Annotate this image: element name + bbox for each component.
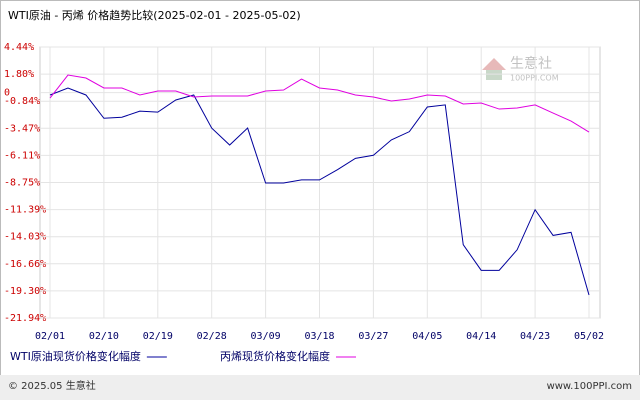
watermark-logo (482, 58, 506, 70)
y-tick-label: 0 (4, 88, 10, 99)
x-tick-label: 03/09 (251, 331, 281, 342)
series-line (49, 74, 590, 133)
y-tick-label: -16.66% (4, 259, 46, 270)
y-tick-label: -19.30% (4, 286, 46, 297)
x-tick-label: 02/10 (89, 331, 119, 342)
footer-left: © 2025.05 生意社 (8, 379, 96, 392)
x-tick-label: 03/27 (358, 331, 388, 342)
footer-bar (0, 375, 640, 400)
x-tick-label: 02/01 (35, 331, 65, 342)
footer-right: www.100PPI.com (547, 381, 632, 392)
y-tick-label: -14.03% (4, 232, 46, 243)
legend-label: WTI原油现货价格变化幅度 (10, 349, 141, 363)
y-tick-label: 4.44% (4, 42, 34, 53)
y-tick-label: -0.84% (4, 96, 40, 107)
x-tick-label: 02/19 (143, 331, 173, 342)
x-tick-label: 03/18 (304, 331, 334, 342)
x-tick-label: 02/28 (197, 331, 227, 342)
y-tick-label: -21.94% (4, 313, 46, 324)
y-tick-label: -6.11% (4, 150, 40, 161)
legend-label: 丙烯现货价格变化幅度 (220, 349, 330, 363)
watermark-name: 生意社 (510, 55, 552, 72)
series-line (49, 87, 590, 296)
x-tick-label: 05/02 (574, 331, 604, 342)
y-tick-label: -11.39% (4, 205, 46, 216)
watermark: 生意社 100PPI.COM (482, 55, 559, 83)
x-tick-label: 04/14 (466, 331, 496, 342)
y-tick-label: -3.47% (4, 123, 40, 134)
watermark-logo (486, 70, 502, 80)
x-tick-label: 04/05 (412, 331, 442, 342)
y-tick-label: 1.80% (4, 69, 34, 80)
y-tick-label: -8.75% (4, 178, 40, 189)
watermark-url: 100PPI.COM (510, 74, 559, 83)
x-tick-label: 04/23 (520, 331, 550, 342)
chart-title: WTI原油 - 丙烯 价格趋势比较(2025-02-01 - 2025-05-0… (8, 8, 301, 22)
